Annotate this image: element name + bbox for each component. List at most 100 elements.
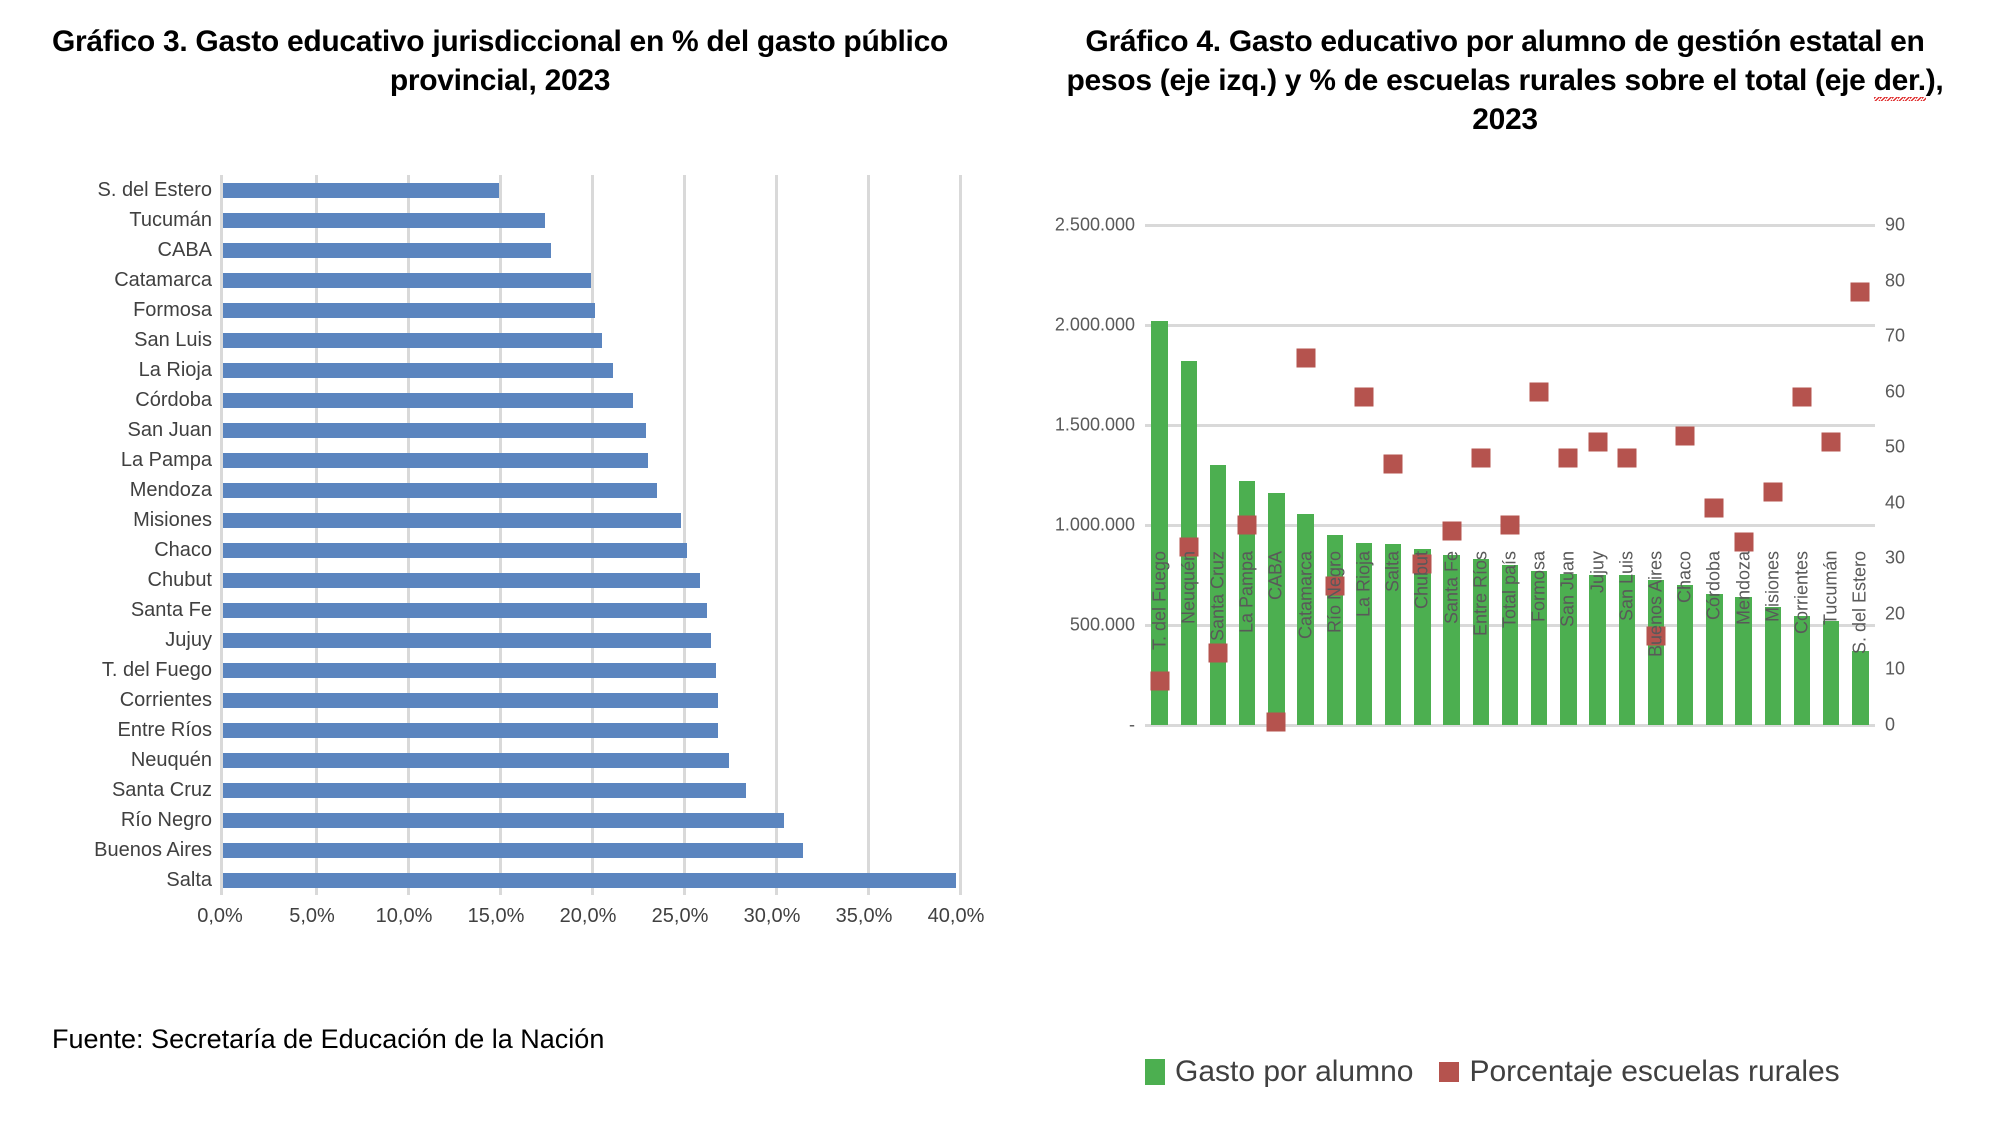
left-chart-x-tick-label: 10,0% <box>375 905 433 927</box>
left-chart-bar <box>223 752 729 768</box>
left-chart-plot <box>220 175 962 895</box>
right-chart-x-tick-label: Entre Ríos <box>1470 551 1491 637</box>
right-chart-bar <box>1735 597 1752 725</box>
right-chart-y-left-tick-label: 1.000.000 <box>1054 514 1135 535</box>
left-chart-gridline <box>775 175 778 895</box>
left-chart-category-label: San Juan <box>127 418 212 441</box>
left-chart-category-label: Tucumán <box>129 208 212 231</box>
left-chart-category-label: Río Negro <box>120 808 212 831</box>
left-chart-bar-row <box>223 865 956 895</box>
right-chart-x-tick-label: San Juan <box>1557 551 1578 628</box>
left-chart-x-tick-label: 30,0% <box>743 905 801 927</box>
right-chart-y-axis-left: - 500.000 1.000.000 1.500.000 2.000.000 2.500… <box>1005 215 1135 735</box>
left-chart-bar-row <box>223 775 956 805</box>
left-chart-category-label: Formosa <box>133 298 212 321</box>
right-chart-bar <box>1414 549 1431 725</box>
left-chart-category-label: Neuquén <box>130 748 212 771</box>
right-chart-marker <box>1208 643 1228 663</box>
left-chart-category-label: San Luis <box>134 328 212 351</box>
right-chart-marker <box>1325 576 1345 596</box>
left-chart-x-tick-label: 5,0% <box>289 905 335 927</box>
left-chart-bar-row <box>223 625 956 655</box>
right-chart-y-right-tick-label: 90 <box>1885 214 1906 235</box>
left-chart-bar <box>223 212 545 228</box>
right-chart-bar <box>1823 621 1840 725</box>
right-chart-x-tick-label: Neuquén <box>1178 551 1199 625</box>
left-chart-area: S. del Estero Tucumán CABA Catamarca Formosa… <box>0 175 1005 965</box>
right-chart-gridline <box>1145 423 1875 427</box>
right-chart-y-left-tick-label: 1.500.000 <box>1054 414 1135 435</box>
left-chart-bar-row <box>223 415 956 445</box>
right-chart-bar <box>1706 594 1723 725</box>
left-chart-source: Fuente: Secretaría de Educación de la Na… <box>52 1024 605 1054</box>
right-chart-marker <box>1704 498 1724 518</box>
left-chart-gridline <box>959 175 962 895</box>
left-chart-gridline <box>591 175 594 895</box>
left-chart-bar-row <box>223 175 956 205</box>
right-chart-legend-label: Porcentaje escuelas rurales <box>1469 1055 1840 1088</box>
right-chart-marker <box>1792 387 1812 407</box>
left-chart-category-label: La Pampa <box>120 448 212 471</box>
left-chart-bar-row <box>223 295 956 325</box>
right-chart-x-tick-label: Formosa <box>1528 551 1549 623</box>
right-chart-x-tick-label: La Pampa <box>1236 551 1257 634</box>
right-chart-bar <box>1297 514 1314 725</box>
right-chart-gridline <box>1145 223 1875 227</box>
left-chart-x-tick-label: 25,0% <box>651 905 709 927</box>
right-chart-title-part1: Gráfico 4. Gasto educativo por alumno de… <box>1066 25 1925 97</box>
left-chart-category-label: Corrientes <box>119 688 212 711</box>
right-chart-bar <box>1560 574 1577 725</box>
left-chart-title: Gráfico 3. Gasto educativo jurisdicciona… <box>51 25 948 97</box>
right-chart-y-right-tick-label: 40 <box>1885 492 1906 513</box>
right-chart-bar <box>1501 565 1519 725</box>
right-chart-bar <box>1385 544 1402 725</box>
right-chart-x-tick-label: Mendoza <box>1733 551 1754 626</box>
right-chart-bar <box>1151 321 1168 725</box>
right-chart-bar <box>1618 575 1635 725</box>
right-chart-bar <box>1443 555 1460 725</box>
left-chart-bar <box>223 182 499 198</box>
right-chart-bar <box>1268 493 1285 725</box>
right-chart-y-left-tick-label: 2.500.000 <box>1054 214 1135 235</box>
left-chart-bar-row <box>223 505 956 535</box>
left-chart-bar <box>223 872 956 888</box>
left-chart-bar <box>223 602 707 618</box>
right-chart-marker <box>1442 521 1462 541</box>
left-chart-gridline <box>407 175 410 895</box>
left-chart-gridline <box>499 175 502 895</box>
right-chart-marker <box>1529 382 1549 402</box>
right-chart-marker <box>1588 432 1608 452</box>
right-chart-legend: Gasto por alumno Porcentaje escuelas rura… <box>1145 1055 2005 1089</box>
right-chart-plot <box>1145 223 1875 732</box>
right-chart-x-tick-label: T. del Fuego <box>1149 551 1170 651</box>
left-chart-panel: Gráfico 3. Gasto educativo jurisdicciona… <box>0 25 1005 1054</box>
right-chart-bar <box>1852 651 1869 725</box>
left-chart-gridline <box>867 175 870 895</box>
left-chart-bar <box>223 842 803 858</box>
right-chart-y-right-tick-label: 0 <box>1885 714 1896 735</box>
left-chart-bar-row <box>223 745 956 775</box>
left-chart-bar-row <box>223 475 956 505</box>
left-chart-bar-row <box>223 565 956 595</box>
left-chart-bar <box>223 452 649 468</box>
right-chart-marker <box>1266 712 1286 732</box>
left-chart-category-label: Buenos Aires <box>94 838 212 861</box>
left-chart-bar-row <box>223 205 956 235</box>
left-chart-category-label: Chubut <box>147 568 213 591</box>
right-chart-x-tick-label: Santa Cruz <box>1207 551 1228 642</box>
legend-bar-icon <box>1145 1059 1165 1085</box>
right-chart-marker <box>1412 554 1432 574</box>
left-chart-bar-row <box>223 805 956 835</box>
right-chart-legend-item: Porcentaje escuelas rurales <box>1439 1055 1840 1089</box>
right-chart-x-tick-label: Corrientes <box>1791 551 1812 635</box>
right-chart-y-left-tick-label: 500.000 <box>1069 614 1135 635</box>
right-chart-title: Gráfico 4. Gasto educativo por alumno de… <box>1060 22 1950 139</box>
right-chart-x-tick-label: Salta <box>1382 551 1403 593</box>
right-chart-bar <box>1647 580 1665 725</box>
right-chart-y-right-tick-label: 10 <box>1885 658 1906 679</box>
right-chart-x-axis: T. del Fuego Neuquén Santa Cruz La Pampa CAB… <box>1145 551 1875 916</box>
right-chart-gridline <box>1145 323 1875 327</box>
left-chart-bars <box>223 175 956 895</box>
right-chart-y-right-tick-label: 50 <box>1885 436 1906 457</box>
